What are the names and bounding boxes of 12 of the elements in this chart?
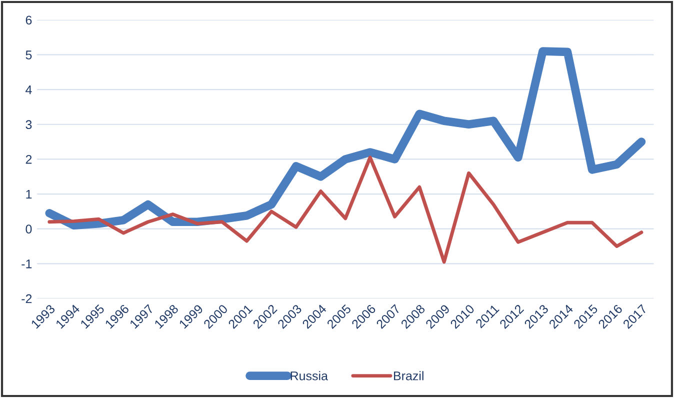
- y-tick-label: 3: [26, 120, 32, 130]
- line-series: [48, 156, 644, 264]
- y-tick-label: 6: [26, 16, 32, 25]
- y-tick-label: 2: [26, 155, 32, 164]
- y-tick-label: 4: [26, 85, 32, 94]
- legend-label: Russia: [290, 371, 328, 380]
- y-tick-label: 0: [26, 224, 32, 234]
- y-tick-label: 1: [26, 190, 32, 199]
- legend-label: Brazil: [394, 371, 424, 380]
- y-tick-label: -2: [22, 294, 32, 304]
- y-tick-label: -1: [22, 260, 32, 268]
- y-tick-label: 5: [26, 50, 32, 60]
